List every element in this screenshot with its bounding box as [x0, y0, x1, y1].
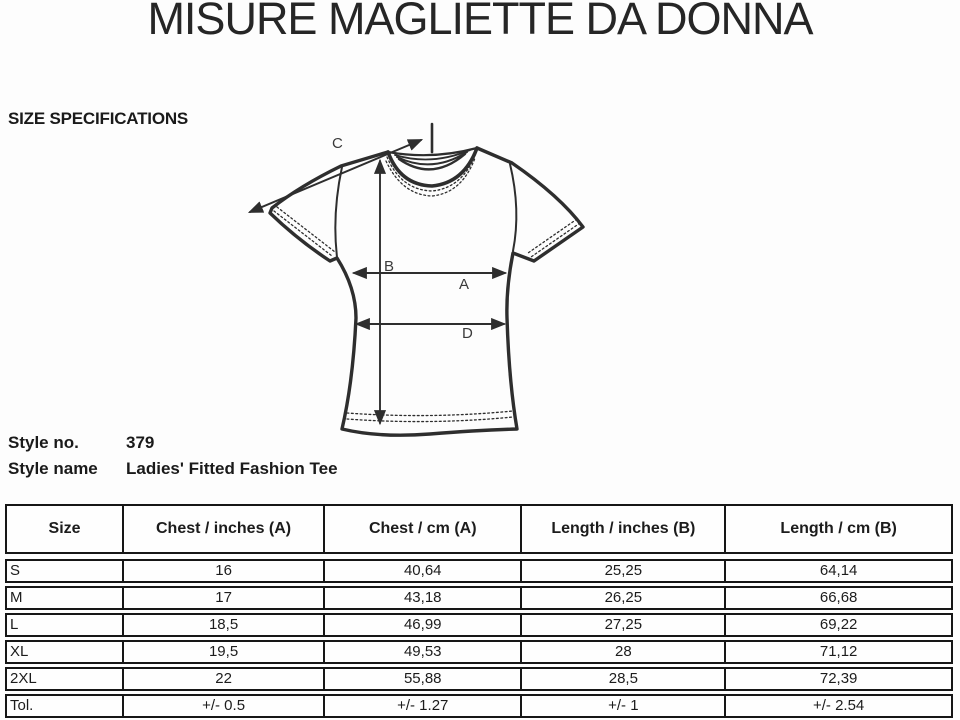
measurement-arrows [247, 139, 508, 426]
label-d: D [462, 325, 473, 342]
right-armscye-seam [509, 163, 518, 252]
table-cell: 40,64 [325, 561, 523, 581]
style-number-value: 379 [126, 433, 155, 452]
section-heading: SIZE SPECIFICATIONS [8, 109, 189, 128]
table-cell: L [7, 615, 125, 635]
style-name-row: Style name Ladies' Fitted Fashion Tee [8, 459, 338, 479]
table-header-row: Size Chest / inches (A) Chest / cm (A) L… [5, 504, 953, 554]
table-cell: 72,39 [819, 670, 858, 687]
table-cell: 22 [124, 669, 326, 689]
shirt-diagram: C B A D [233, 103, 647, 455]
table-cell: +/- 0.5 [124, 696, 326, 716]
label-b: B [384, 258, 394, 275]
table-cell: 43,18 [325, 588, 523, 608]
table-cell: 17 [124, 588, 326, 608]
table-cell: +/- 1.27 [325, 696, 523, 716]
table-cell: 19,5 [124, 642, 326, 662]
table-cell: 16 [124, 561, 326, 581]
table-row-s: S 16 40,64 25,25 64,14 [5, 559, 953, 583]
page-title: MISURE MAGLIETTE DA DONNA [147, 0, 813, 44]
table-cell: +/- 2.54 [812, 697, 865, 714]
table-cell: 66,68 [819, 589, 858, 606]
table-cell: Tol. [7, 696, 125, 716]
arrow-c-sleeve [247, 139, 424, 213]
left-armscye-seam [334, 166, 343, 258]
table-row-tolerance: Tol. +/- 0.5 +/- 1.27 +/- 1 +/- 2.54 [5, 694, 953, 718]
label-c: C [332, 135, 343, 152]
header-chest-cm: Chest / cm (A) [325, 506, 523, 552]
table-cell: XL [7, 642, 125, 662]
header-length-cm: Length / cm (B) [780, 520, 897, 537]
table-cell: 26,25 [522, 588, 727, 608]
style-name-value: Ladies' Fitted Fashion Tee [126, 459, 338, 478]
table-cell: 28,5 [522, 669, 727, 689]
table-cell: 49,53 [325, 642, 523, 662]
table-row-m: M 17 43,18 26,25 66,68 [5, 586, 953, 610]
table-cell: 55,88 [325, 669, 523, 689]
stitching-dots [273, 152, 581, 423]
style-number-label: Style no. [8, 433, 79, 452]
label-a: A [459, 276, 469, 293]
shirt-outline [268, 146, 585, 437]
table-cell: 18,5 [124, 615, 326, 635]
table-cell: 69,22 [819, 616, 858, 633]
table-row-2xl: 2XL 22 55,88 28,5 72,39 [5, 667, 953, 691]
header-chest-inches: Chest / inches (A) [124, 506, 326, 552]
table-row-l: L 18,5 46,99 27,25 69,22 [5, 613, 953, 637]
header-length-inches: Length / inches (B) [522, 506, 727, 552]
shirt-diagram-svg: C B A D [247, 122, 585, 437]
style-number-row: Style no. 379 [8, 433, 154, 453]
table-cell: 2XL [7, 669, 125, 689]
size-table: Size Chest / inches (A) Chest / cm (A) L… [5, 504, 953, 720]
table-cell: 27,25 [522, 615, 727, 635]
style-name-label: Style name [8, 459, 98, 478]
table-cell: 46,99 [325, 615, 523, 635]
table-cell: +/- 1 [522, 696, 727, 716]
table-cell: S [7, 561, 125, 581]
table-cell: 28 [522, 642, 727, 662]
header-size: Size [7, 506, 125, 552]
table-cell: 25,25 [522, 561, 727, 581]
table-cell: 71,12 [819, 643, 858, 660]
table-cell: M [7, 588, 125, 608]
table-row-xl: XL 19,5 49,53 28 71,12 [5, 640, 953, 664]
table-cell: 64,14 [819, 562, 858, 579]
